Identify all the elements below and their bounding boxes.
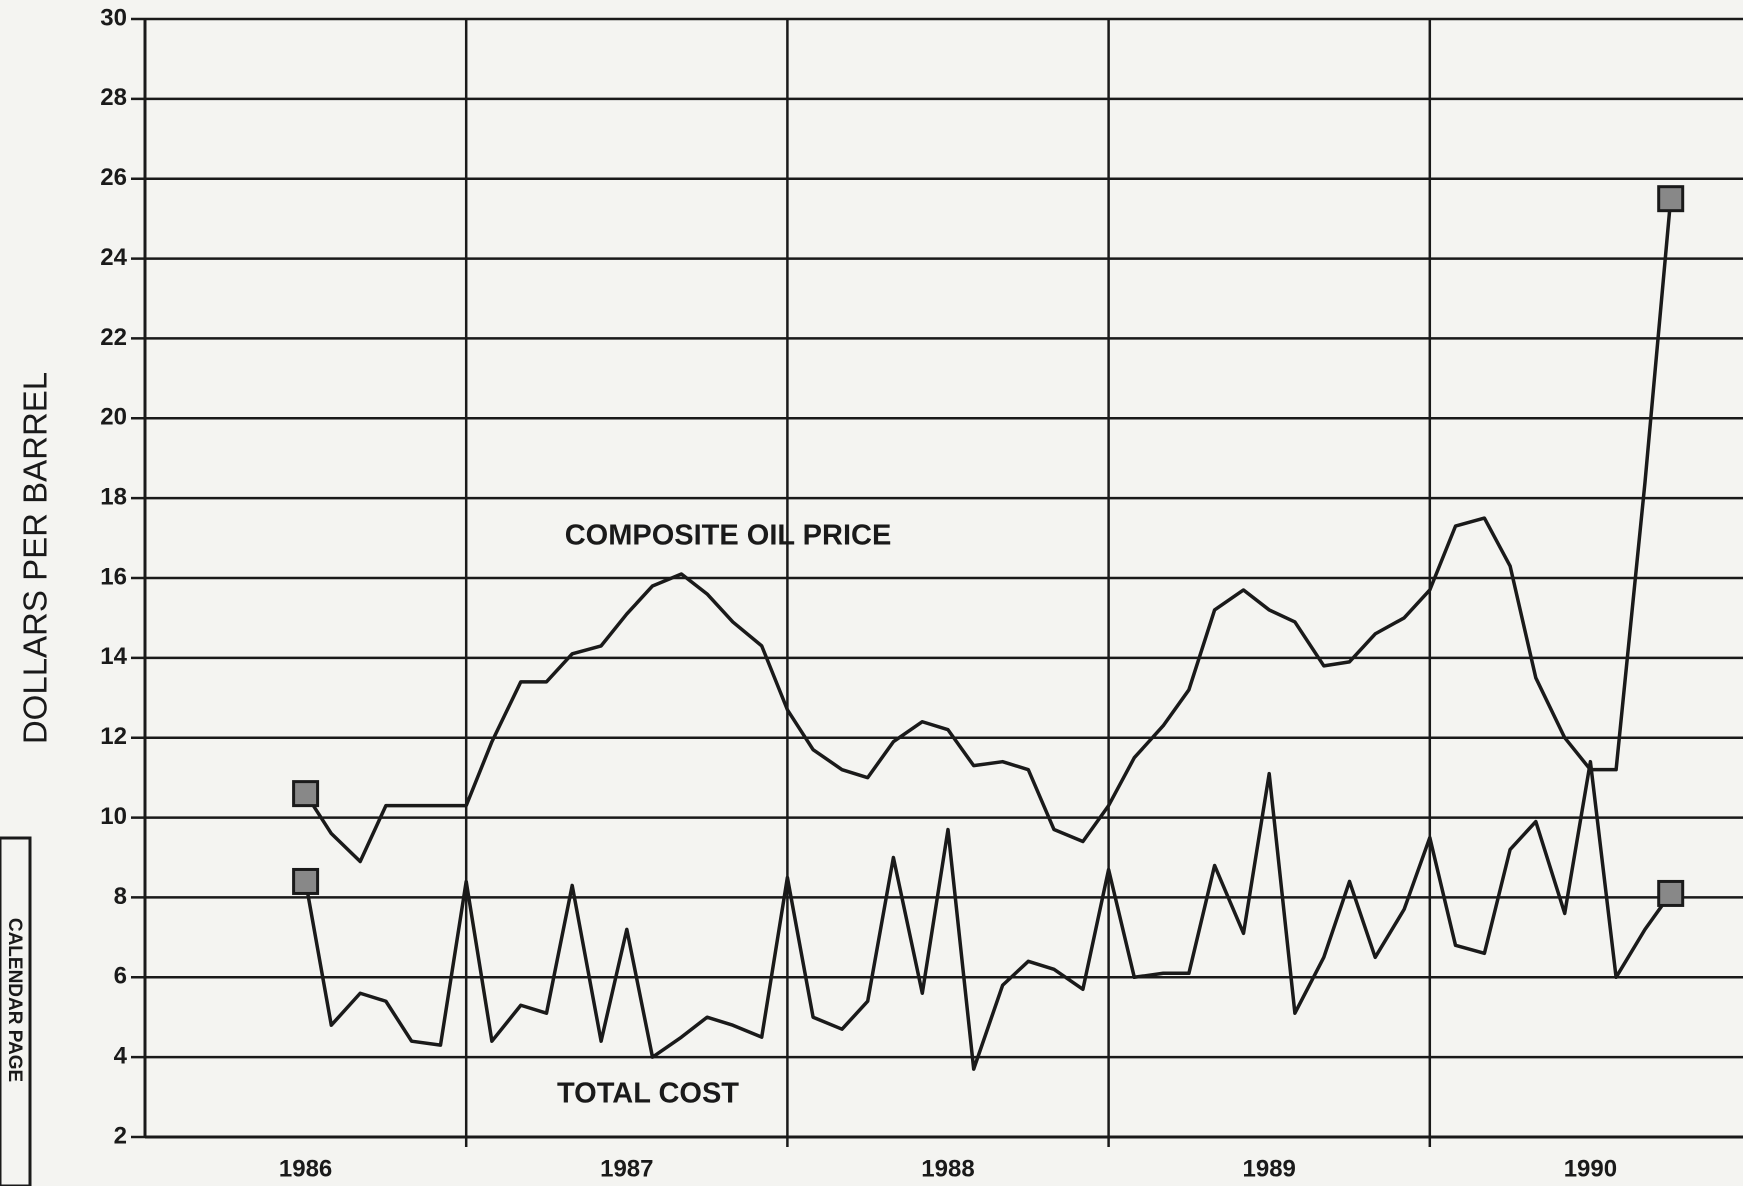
point-marker (1657, 185, 1685, 213)
y-tick-label: 8 (114, 883, 127, 910)
point-marker (1657, 879, 1685, 907)
x-tick-label: 1987 (600, 1155, 653, 1182)
annotation: COMPOSITE OIL PRICE (565, 520, 892, 552)
series-line (304, 198, 1673, 864)
stamp-text: CALENDAR PAGE (4, 918, 25, 1082)
y-tick-label: 26 (100, 164, 127, 191)
x-tick-label: 1990 (1564, 1155, 1617, 1182)
x-tick-label: 1988 (921, 1155, 974, 1182)
stamp-box (0, 836, 32, 1186)
y-tick-label: 10 (100, 803, 127, 830)
y-tick-label: 12 (100, 723, 127, 750)
y-tick-label: 2 (114, 1122, 127, 1149)
y-tick-label: 16 (100, 563, 127, 590)
x-tick-label: 1986 (279, 1155, 332, 1182)
x-tick-label: 1989 (1243, 1155, 1296, 1182)
series-line (303, 759, 1673, 1071)
y-tick-label: 6 (114, 963, 127, 990)
y-tick-label: 20 (100, 404, 127, 431)
y-tick-label: 28 (100, 84, 127, 111)
y-tick-label: 30 (100, 4, 127, 31)
point-marker (292, 867, 320, 895)
y-tick-label: 14 (100, 643, 127, 670)
annotation: TOTAL COST (557, 1078, 739, 1110)
point-marker (292, 780, 320, 808)
y-tick-label: 22 (100, 324, 127, 351)
y-tick-label: 24 (100, 244, 127, 271)
y-tick-label: 18 (100, 483, 127, 510)
y-tick-label: 4 (114, 1042, 128, 1069)
y-axis-label: DOLLARS PER BARREL (17, 372, 54, 744)
